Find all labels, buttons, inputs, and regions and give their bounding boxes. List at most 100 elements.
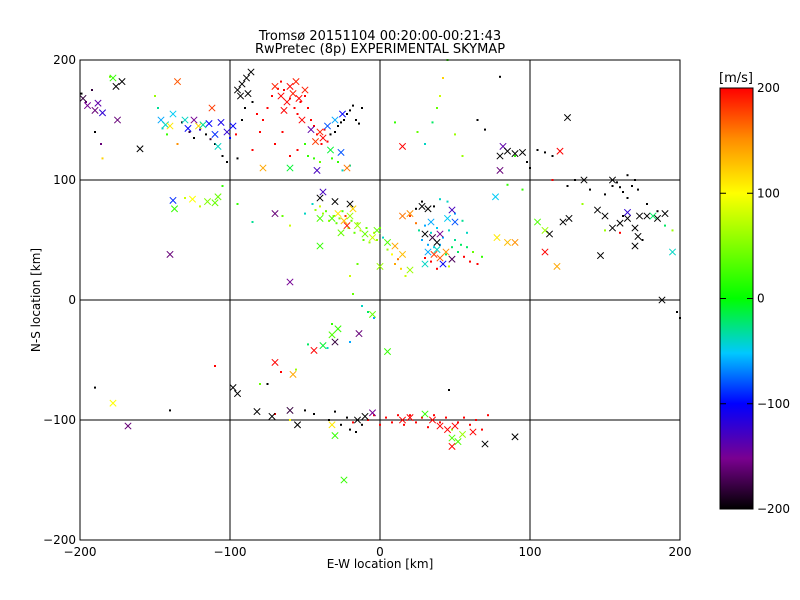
data-point-cross <box>181 116 189 124</box>
x-axis-label: E-W location [km] <box>327 557 434 571</box>
data-point-cross <box>398 250 407 258</box>
data-point-dot <box>451 246 453 249</box>
data-point-dot <box>331 323 333 325</box>
data-point-dot <box>356 263 359 265</box>
data-point-dot <box>262 119 264 121</box>
data-point-dot <box>353 231 356 234</box>
data-point-cross <box>398 416 407 424</box>
data-point-cross <box>334 210 342 218</box>
data-point-cross <box>553 262 561 270</box>
data-point-dot <box>226 161 228 163</box>
data-point-dot <box>346 113 348 115</box>
data-point-cross <box>430 250 438 258</box>
data-point-cross <box>631 224 639 232</box>
x-tick-label: 0 <box>376 545 384 559</box>
data-point-dot <box>326 140 329 143</box>
data-point-cross <box>253 408 261 416</box>
data-point-dot <box>184 197 186 199</box>
data-point-dot <box>307 107 309 109</box>
data-point-dot <box>94 131 96 133</box>
data-point-dot <box>283 89 285 91</box>
data-point-dot <box>205 133 207 136</box>
data-point-dot <box>421 239 423 241</box>
data-point-cross <box>217 118 225 126</box>
data-point-cross <box>328 331 336 339</box>
data-point-dot <box>349 275 351 277</box>
data-point-cross <box>454 438 462 446</box>
data-point-cross <box>331 198 339 206</box>
data-point-dot <box>424 143 426 145</box>
data-point-cross <box>214 193 222 201</box>
data-point-dot <box>457 421 459 424</box>
data-point-dot <box>101 157 104 160</box>
data-point-cross <box>136 145 144 153</box>
data-point-cross <box>298 116 306 124</box>
data-point-dot <box>229 137 231 139</box>
data-point-dot <box>631 185 633 187</box>
data-point-cross <box>448 442 456 450</box>
data-point-cross <box>173 78 182 86</box>
data-point-dot <box>466 246 468 249</box>
data-point-cross <box>295 94 303 102</box>
data-point-dot <box>472 251 474 253</box>
data-point-dot <box>221 155 224 157</box>
data-point-cross <box>443 214 452 222</box>
data-point-cross <box>511 433 519 441</box>
data-point-cross <box>170 205 179 213</box>
data-point-dot <box>436 267 438 270</box>
data-point-dot <box>439 198 441 201</box>
data-point-cross <box>94 99 102 107</box>
data-point-dot <box>442 236 444 239</box>
data-point-dot <box>476 263 479 265</box>
data-point-cross <box>346 212 354 220</box>
data-point-dot <box>341 169 344 172</box>
data-point-cross <box>346 200 354 208</box>
data-point-cross <box>286 278 294 286</box>
x-tick-label: −200 <box>64 545 97 559</box>
data-point-dot <box>536 149 539 151</box>
data-point-cross <box>161 121 170 129</box>
colorbar-tick-label: −100 <box>757 397 790 411</box>
data-point-dot <box>326 347 329 349</box>
data-point-cross <box>391 242 399 250</box>
data-point-dot <box>436 107 438 109</box>
data-point-dot <box>311 203 314 205</box>
data-point-cross <box>337 229 345 237</box>
data-point-dot <box>349 341 351 343</box>
data-point-cross <box>271 82 279 90</box>
data-point-dot <box>331 157 333 160</box>
x-tick-label: 100 <box>519 545 542 559</box>
data-point-cross <box>458 430 467 438</box>
data-point-dot <box>397 258 399 261</box>
data-point-cross <box>293 421 302 429</box>
data-point-dot <box>251 149 254 151</box>
data-point-dot <box>436 227 438 229</box>
data-point-dot <box>424 224 426 227</box>
data-point-dot <box>328 419 330 421</box>
y-tick-label: −100 <box>43 413 76 427</box>
data-point-dot <box>199 205 201 208</box>
data-point-dot <box>362 239 365 241</box>
data-point-cross <box>79 94 87 102</box>
data-point-dot <box>355 119 357 121</box>
data-point-dot <box>241 119 243 121</box>
data-point-cross <box>398 212 407 220</box>
data-point-dot <box>274 143 276 145</box>
data-point-cross <box>469 428 477 436</box>
data-point-cross <box>556 147 564 155</box>
data-point-dot <box>416 131 419 133</box>
data-point-dot <box>85 101 87 103</box>
data-point-cross <box>169 196 177 204</box>
data-point-dot <box>526 161 528 163</box>
data-point-dot <box>346 416 348 419</box>
data-point-cross <box>565 214 573 222</box>
data-point-dot <box>259 131 261 133</box>
data-point-dot <box>289 419 291 421</box>
data-point-dot <box>310 119 312 121</box>
grid-lines <box>80 60 680 540</box>
data-point-cross <box>481 440 489 448</box>
data-point-dot <box>361 423 363 426</box>
data-point-cross <box>326 146 335 154</box>
data-point-cross <box>601 212 609 220</box>
data-point-dot <box>337 161 339 163</box>
